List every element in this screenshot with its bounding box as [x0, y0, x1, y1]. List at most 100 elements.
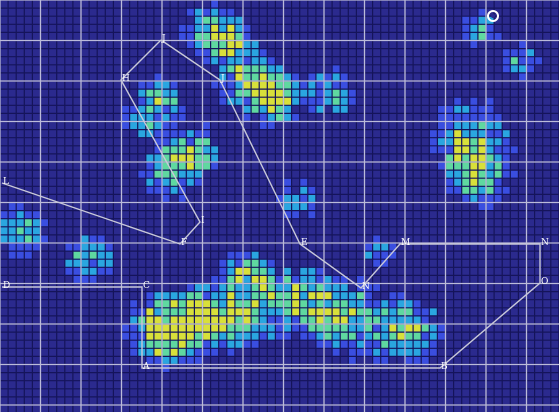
- heat-cell: [340, 97, 349, 106]
- heatmap-layer: [0, 0, 543, 373]
- heat-cell: [243, 259, 252, 268]
- heat-cell: [186, 153, 195, 162]
- heat-cell: [210, 32, 219, 41]
- heat-cell: [186, 8, 195, 17]
- heat-cell: [186, 137, 195, 146]
- heat-cell: [226, 324, 235, 333]
- waypoint-label: H: [122, 74, 130, 84]
- heat-cell: [510, 145, 519, 154]
- heat-cell: [372, 251, 381, 260]
- heat-cell: [502, 64, 511, 73]
- heat-cell: [267, 299, 276, 308]
- heat-cell: [105, 243, 114, 252]
- heat-cell: [243, 64, 252, 73]
- heat-cell: [405, 324, 414, 333]
- heat-cell: [477, 113, 486, 122]
- heat-cell: [243, 32, 252, 41]
- heat-cell: [477, 105, 486, 114]
- heat-cell: [251, 72, 260, 81]
- heat-cell: [275, 291, 284, 300]
- heat-cell: [453, 162, 462, 171]
- heat-cell: [283, 332, 292, 341]
- heat-cell: [315, 315, 324, 324]
- heat-cell: [243, 48, 252, 57]
- heat-cell: [89, 267, 98, 276]
- heat-cell: [429, 340, 438, 349]
- heat-cell: [275, 307, 284, 316]
- heat-cell: [267, 315, 276, 324]
- heat-cell: [178, 153, 187, 162]
- heat-cell: [32, 210, 41, 219]
- heat-cell: [396, 340, 405, 349]
- heat-cell: [477, 170, 486, 179]
- heat-cell: [307, 81, 316, 90]
- heat-cell: [469, 40, 478, 49]
- heat-cell: [364, 251, 373, 260]
- heat-cell: [502, 129, 511, 138]
- heat-cell: [332, 105, 341, 114]
- heat-cell: [170, 137, 179, 146]
- heat-cell: [486, 194, 495, 203]
- heat-cell: [251, 48, 260, 57]
- heat-cell: [210, 48, 219, 57]
- heat-cell: [218, 16, 227, 25]
- heat-cell: [340, 299, 349, 308]
- heat-cell: [243, 340, 252, 349]
- heat-cell: [494, 178, 503, 187]
- heat-cell: [315, 105, 324, 114]
- heat-cell: [275, 315, 284, 324]
- heat-cell: [178, 315, 187, 324]
- waypoint-label: J: [161, 34, 166, 44]
- heat-cell: [162, 121, 171, 130]
- heat-cell: [477, 121, 486, 130]
- heat-cell: [461, 32, 470, 41]
- heat-cell: [202, 145, 211, 154]
- heat-cell: [64, 267, 73, 276]
- heat-cell: [8, 234, 17, 243]
- heat-cell: [315, 299, 324, 308]
- heat-cell: [461, 137, 470, 146]
- heat-cell: [162, 332, 171, 341]
- heat-cell: [332, 283, 341, 292]
- heat-cell: [332, 315, 341, 324]
- heat-cell: [162, 348, 171, 357]
- heat-cell: [186, 129, 195, 138]
- heat-cell: [145, 178, 154, 187]
- heat-cell: [105, 259, 114, 268]
- heat-cell: [226, 340, 235, 349]
- heat-cell: [137, 89, 146, 98]
- heat-cell: [186, 324, 195, 333]
- heat-cell: [251, 307, 260, 316]
- heat-cell: [388, 315, 397, 324]
- heat-cell: [145, 186, 154, 195]
- heat-cell: [218, 8, 227, 17]
- heat-cell: [243, 275, 252, 284]
- heat-cell: [469, 186, 478, 195]
- heat-cell: [32, 234, 41, 243]
- heat-cell: [429, 129, 438, 138]
- heat-cell: [210, 315, 219, 324]
- heat-cell: [348, 340, 357, 349]
- heat-cell: [461, 170, 470, 179]
- heat-cell: [348, 307, 357, 316]
- heat-cell: [372, 234, 381, 243]
- heat-cell: [324, 275, 333, 284]
- heat-cell: [218, 315, 227, 324]
- heat-cell: [251, 283, 260, 292]
- heat-cell: [194, 307, 203, 316]
- heat-cell: [145, 105, 154, 114]
- heat-cell: [469, 137, 478, 146]
- ring-marker-icon[interactable]: [487, 10, 499, 22]
- heat-cell: [153, 348, 162, 357]
- heat-cell: [364, 299, 373, 308]
- heat-cell: [437, 145, 446, 154]
- heat-cell: [194, 324, 203, 333]
- heat-cell: [226, 259, 235, 268]
- heat-cell: [267, 81, 276, 90]
- waypoint-label: E: [301, 238, 308, 248]
- heat-cell: [267, 72, 276, 81]
- heat-cell: [299, 283, 308, 292]
- heat-cell: [202, 16, 211, 25]
